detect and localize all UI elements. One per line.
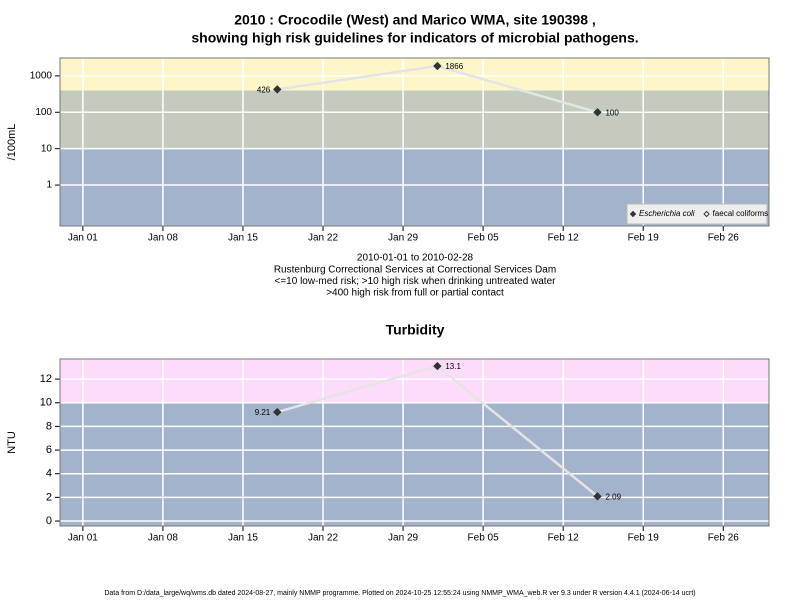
x-tick-label: Jan 29 xyxy=(388,233,418,244)
y-axis-label: /100mL xyxy=(6,124,18,161)
legend-label: Escherichia coli xyxy=(639,209,695,218)
x-tick-label: Feb 05 xyxy=(468,233,500,244)
legend-box xyxy=(626,203,768,225)
y-tick-label: 8 xyxy=(46,420,52,432)
note: <=10 low-med risk; >10 high risk when dr… xyxy=(275,276,557,287)
x-tick-label: Feb 26 xyxy=(708,533,740,544)
y-tick-label: 10 xyxy=(40,397,52,409)
x-tick-label: Jan 08 xyxy=(148,233,178,244)
data-label: 1866 xyxy=(445,62,463,71)
x-tick-label: Jan 15 xyxy=(228,533,258,544)
footer: Data from D:/data_large/wq/wms.db dated … xyxy=(104,590,695,597)
chart-title: showing high risk guidelines for indicat… xyxy=(191,30,638,46)
data-label: 13.1 xyxy=(445,362,461,371)
x-tick-label: Jan 29 xyxy=(388,533,418,544)
data-label: 426 xyxy=(257,85,271,94)
legend-label: faecal coliforms xyxy=(713,209,769,218)
legend-marker xyxy=(629,210,637,218)
chart-title: 2010 : Crocodile (West) and Marico WMA, … xyxy=(234,12,596,28)
chart-title: Turbidity xyxy=(386,322,445,338)
risk-band xyxy=(60,90,769,149)
y-tick-label: 10 xyxy=(41,143,53,154)
data-point xyxy=(593,492,602,501)
y-axis-label: NTU xyxy=(6,431,18,454)
x-tick-label: Feb 19 xyxy=(628,233,660,244)
x-tick-label: Feb 05 xyxy=(468,533,500,544)
x-tick-label: Jan 01 xyxy=(68,233,98,244)
data-point xyxy=(433,361,442,371)
data-point xyxy=(433,61,442,71)
note: Rustenburg Correctional Services at Corr… xyxy=(274,264,556,275)
y-tick-label: 2 xyxy=(46,491,52,503)
data-label: 100 xyxy=(605,108,619,117)
plot-frame xyxy=(59,358,770,527)
y-tick-label: 4 xyxy=(46,468,52,480)
legend-marker xyxy=(703,210,710,218)
risk-band xyxy=(60,58,769,91)
y-tick-label: 6 xyxy=(46,444,52,456)
x-tick-label: Feb 26 xyxy=(708,233,740,244)
y-tick-label: 1000 xyxy=(30,71,53,82)
x-tick-label: Jan 22 xyxy=(308,533,338,544)
y-tick-label: 0 xyxy=(46,515,52,527)
note: 2010-01-01 to 2010-02-28 xyxy=(357,253,474,264)
data-point xyxy=(593,108,602,117)
note: >400 high risk from full or partial cont… xyxy=(326,288,504,299)
x-tick-label: Jan 15 xyxy=(228,233,258,244)
risk-band xyxy=(60,359,769,403)
data-point xyxy=(273,85,282,94)
data-label: 9.21 xyxy=(255,408,271,417)
x-tick-label: Feb 12 xyxy=(548,533,580,544)
x-tick-label: Feb 19 xyxy=(628,533,660,544)
y-tick-label: 1 xyxy=(46,180,52,191)
y-tick-label: 12 xyxy=(40,373,52,385)
plot-frame xyxy=(59,57,770,227)
data-label: 2.09 xyxy=(605,492,621,501)
x-tick-label: Jan 01 xyxy=(68,533,98,544)
risk-band xyxy=(60,402,769,526)
x-tick-label: Jan 08 xyxy=(148,533,178,544)
data-point xyxy=(273,407,282,417)
x-tick-label: Feb 12 xyxy=(548,233,580,244)
x-tick-label: Jan 22 xyxy=(308,233,338,244)
y-tick-label: 100 xyxy=(35,107,52,118)
